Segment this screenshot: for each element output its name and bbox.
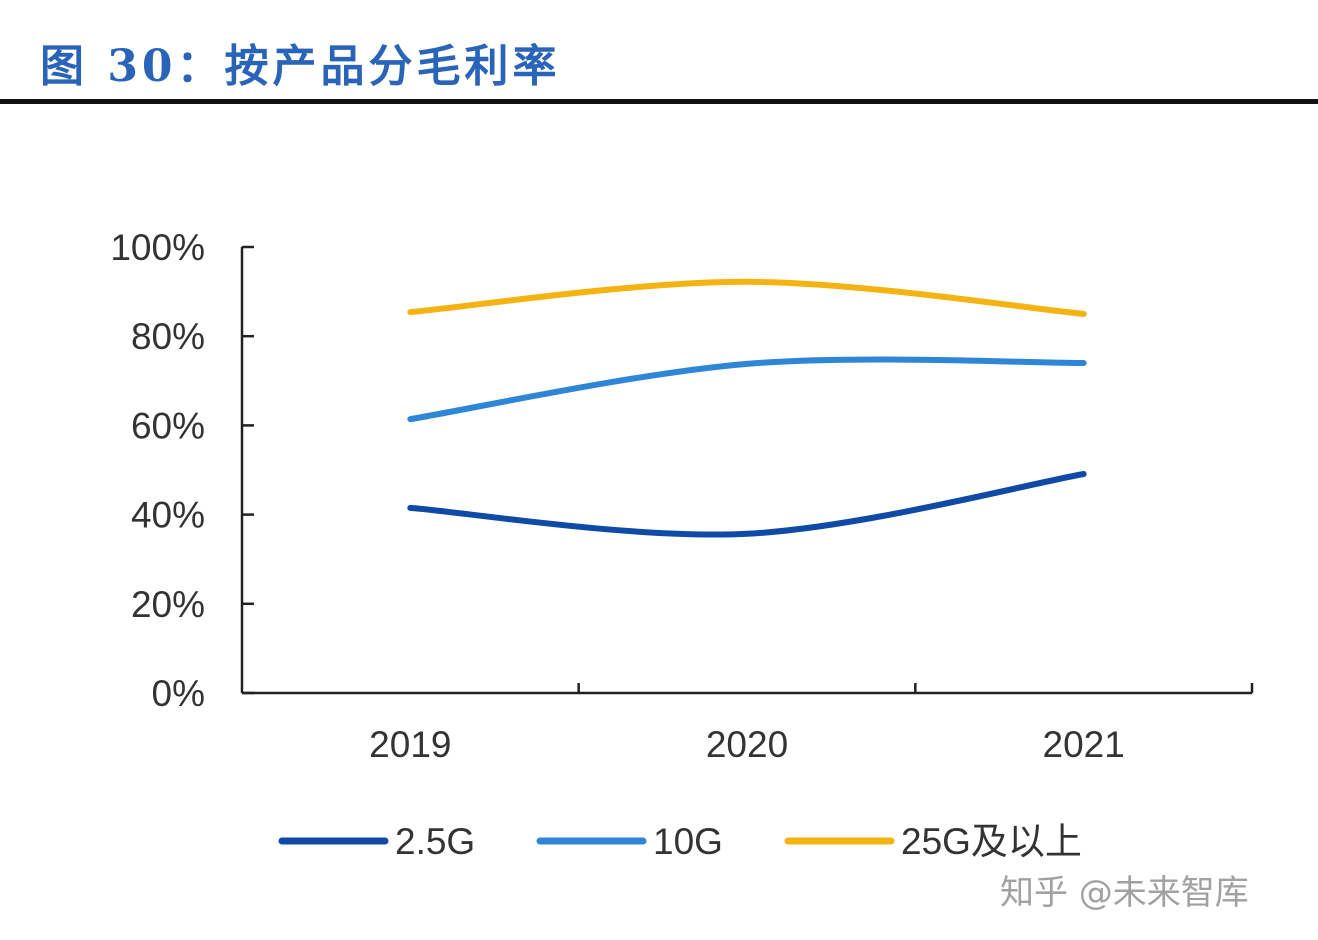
title-divider bbox=[0, 99, 1318, 104]
y-tick-label: 20% bbox=[131, 584, 205, 625]
y-tick-label: 80% bbox=[131, 316, 205, 357]
legend-label: 25G及以上 bbox=[901, 821, 1082, 862]
y-tick-label: 60% bbox=[131, 405, 205, 446]
y-tick-label: 40% bbox=[131, 495, 205, 536]
x-tick-label: 2021 bbox=[1043, 724, 1125, 765]
chart-title: 图 30：按产品分毛利率 bbox=[40, 41, 561, 92]
x-tick-label: 2019 bbox=[369, 724, 451, 765]
y-tick-label: 0% bbox=[152, 673, 205, 714]
series-line-10G bbox=[407, 356, 1087, 423]
legend-label: 2.5G bbox=[395, 821, 475, 862]
series-line-2.5G bbox=[407, 471, 1087, 538]
y-tick-label: 100% bbox=[110, 227, 205, 268]
legend-label: 10G bbox=[653, 821, 723, 862]
series-line-25G及以上 bbox=[407, 278, 1087, 317]
watermark: 知乎 @未来智库 bbox=[1000, 873, 1249, 913]
x-tick-label: 2020 bbox=[706, 724, 788, 765]
